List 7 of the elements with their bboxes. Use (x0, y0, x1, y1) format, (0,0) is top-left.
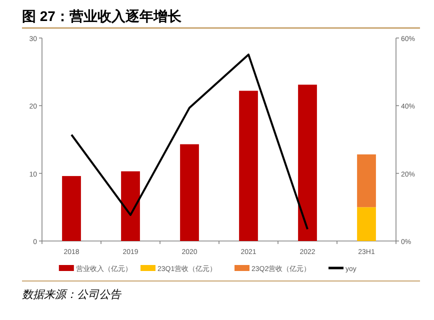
title: 图 27：营业收入逐年增长 (22, 8, 182, 24)
bar (62, 176, 81, 241)
bar (298, 84, 317, 241)
bar (180, 144, 199, 241)
source-note: 数据来源：公司公告 (22, 288, 122, 301)
bar (239, 90, 258, 241)
bar (121, 171, 140, 241)
